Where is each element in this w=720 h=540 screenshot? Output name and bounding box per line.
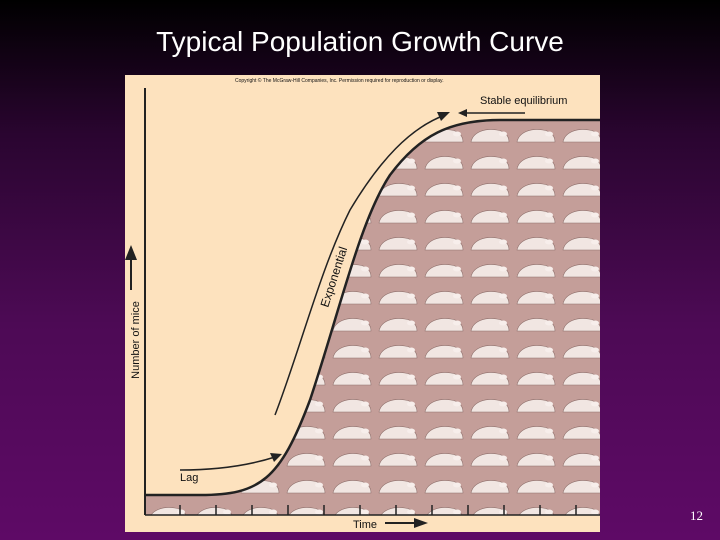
y-axis-label: Number of mice [130, 301, 142, 379]
copyright: Copyright © The McGraw-Hill Companies, I… [235, 77, 444, 84]
x-axis-label: Time [353, 519, 377, 531]
phase-arrows [179, 112, 525, 471]
stable-label: Stable equilibrium [480, 95, 567, 107]
lag-label: Lag [180, 472, 198, 484]
slide-title: Typical Population Growth Curve [156, 26, 564, 57]
growth-curve [145, 118, 600, 497]
arrow-heads [125, 109, 467, 528]
page-number: 12 [690, 508, 703, 523]
population-area [145, 120, 600, 515]
x-ticks [179, 505, 577, 515]
